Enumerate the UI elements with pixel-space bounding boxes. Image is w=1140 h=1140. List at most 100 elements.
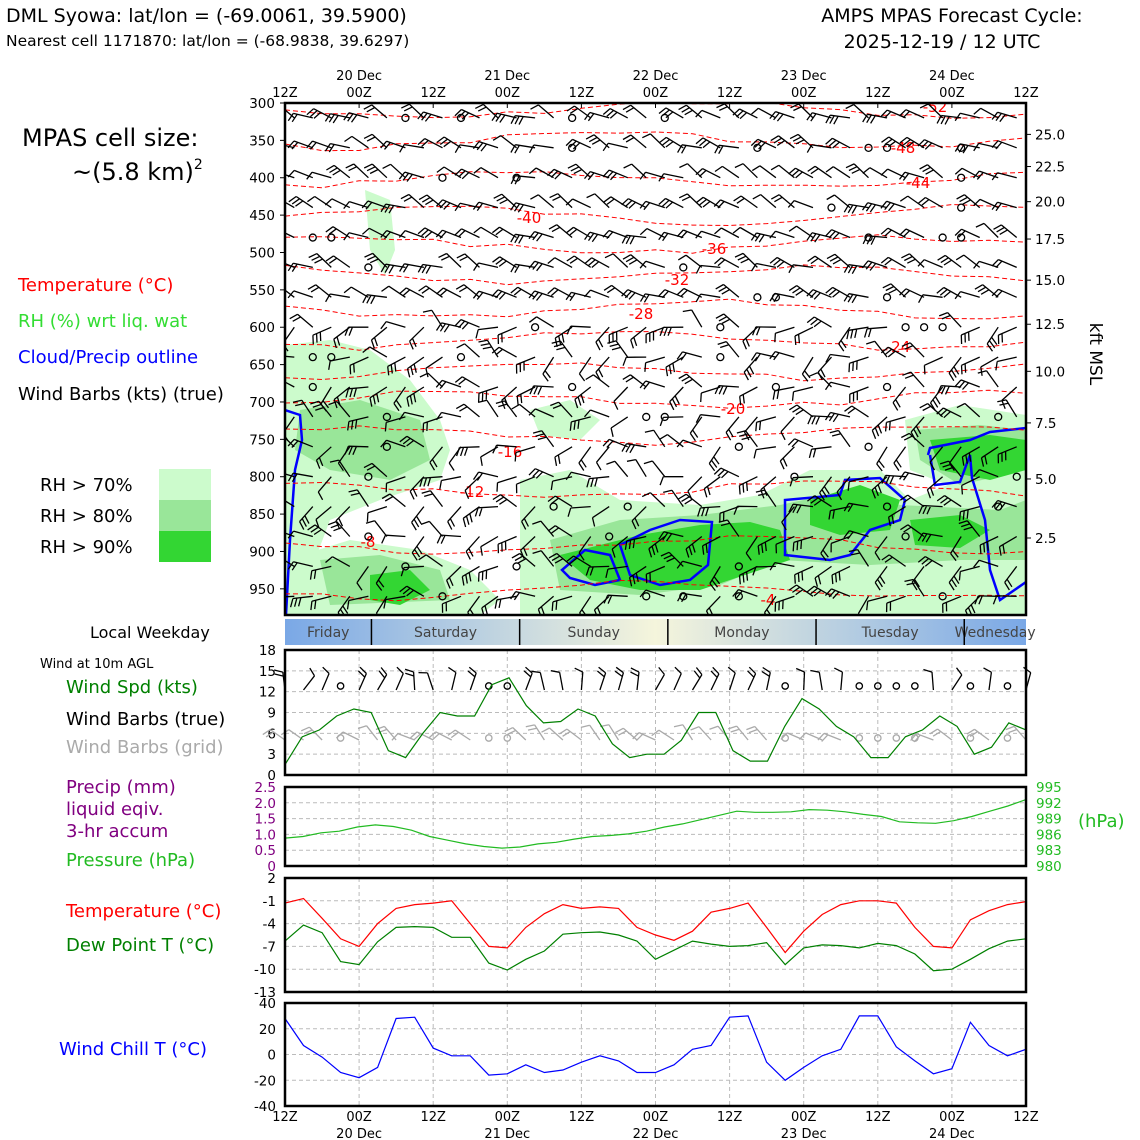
wind-barb xyxy=(621,289,647,300)
pressure-tick-label: 900 xyxy=(249,544,275,560)
wind-barb xyxy=(715,313,740,328)
panel-y-tick-label: 0 xyxy=(267,768,276,784)
wind-barb xyxy=(548,224,573,238)
wind-barb xyxy=(285,355,295,358)
wind-barb xyxy=(419,476,443,487)
wind-barb xyxy=(788,264,814,274)
wind-barb xyxy=(789,133,814,149)
wind-barb xyxy=(465,536,480,560)
wind-barb xyxy=(954,290,980,300)
upper-wind-barbs xyxy=(285,103,1021,615)
wind-barb xyxy=(781,506,795,531)
wind-barb xyxy=(343,286,369,298)
wind-barb xyxy=(892,386,907,411)
wind-barb xyxy=(492,494,517,508)
wind-barb xyxy=(381,285,406,298)
wind-barb xyxy=(417,138,443,149)
pressure-label: Pressure (hPa) xyxy=(66,850,195,871)
kft-tick-label: 2.5 xyxy=(1035,531,1056,547)
wind-barb xyxy=(745,536,758,561)
wind-barb xyxy=(954,112,980,122)
kft-axis: 25.0 22.5 20.0 17.5 15.0 12.5 10.0 7.5 5.0 2.5 xyxy=(1026,127,1065,547)
wind-barb xyxy=(659,434,684,448)
wind-barb xyxy=(639,260,666,269)
wind-barb xyxy=(287,140,314,150)
wind-barb xyxy=(574,386,592,409)
wind-barb xyxy=(566,255,592,268)
wind-barb xyxy=(954,228,980,239)
wind-barb xyxy=(492,256,517,268)
wind-barb xyxy=(831,565,851,585)
wind-barb xyxy=(948,566,962,591)
wind-barb xyxy=(937,254,962,268)
wind-barb xyxy=(306,108,332,119)
wind-barb xyxy=(876,446,888,472)
wind-barb xyxy=(400,193,425,209)
temperature-contour-line xyxy=(285,425,1026,446)
wind-barb xyxy=(918,504,943,515)
weekday-name: Tuesday xyxy=(861,625,919,641)
wind-barb xyxy=(287,112,313,123)
wind-barb xyxy=(550,476,573,491)
wind-barb xyxy=(380,263,406,274)
grid-wind-barb xyxy=(615,727,638,741)
wind-barb xyxy=(808,446,832,459)
wind-barb xyxy=(621,443,647,454)
windchill-panel: 40 20 0 -20 -40 xyxy=(254,996,1028,1115)
surface-wind-barb xyxy=(321,666,330,691)
wind-barb xyxy=(788,503,814,514)
wind-barb xyxy=(986,326,999,352)
wind-barb xyxy=(948,356,962,382)
wind-barb xyxy=(881,136,906,149)
wind-barb xyxy=(606,460,629,478)
bottom-hour-tick-label: 12Z xyxy=(272,1110,298,1125)
top-hour-tick-label: 12Z xyxy=(569,86,595,101)
kft-tick-label: 12.5 xyxy=(1035,317,1065,333)
calm-circle xyxy=(438,173,447,182)
grid-wind-barb xyxy=(559,728,582,741)
wind-barb xyxy=(491,289,517,300)
wind-barb xyxy=(824,588,851,599)
wind-barb xyxy=(406,356,425,378)
surface-wind-barb xyxy=(795,667,806,691)
panel-frame xyxy=(283,876,1028,994)
calm-circle xyxy=(308,382,317,392)
wind-barb xyxy=(595,446,610,471)
wind-barb xyxy=(709,566,721,591)
wind-barb xyxy=(750,262,777,272)
wind-barb xyxy=(936,114,962,125)
wind-barb xyxy=(936,286,962,298)
surface-wind-barb xyxy=(761,666,771,691)
wind-barb xyxy=(919,103,944,119)
grid-wind-barb xyxy=(300,726,323,741)
wind-barb xyxy=(825,114,851,125)
wind-barb xyxy=(848,548,870,567)
windchill-label: Wind Chill T (°C) xyxy=(59,1039,207,1060)
wind-barb xyxy=(825,286,851,298)
wind-barb xyxy=(497,326,517,345)
wind-barb xyxy=(997,326,1017,345)
wind-barb xyxy=(591,506,610,527)
wind-barb xyxy=(732,588,758,599)
calm-circle xyxy=(567,382,577,392)
wind-barb xyxy=(881,554,906,567)
wind-barb xyxy=(429,446,444,471)
wind-barb xyxy=(973,559,999,568)
wind-barb xyxy=(843,203,869,214)
wind-barb xyxy=(695,293,721,303)
wind-barb xyxy=(603,196,629,209)
temperature-line xyxy=(284,897,1027,954)
surface-calm-circle xyxy=(1003,682,1012,690)
wind-barb xyxy=(511,403,536,418)
wind-barb xyxy=(658,107,684,119)
wind-barb xyxy=(991,140,1017,150)
grid-wind-barb xyxy=(525,724,545,741)
wind-barb xyxy=(467,595,481,615)
dewpoint-label: Dew Point T (°C) xyxy=(66,935,214,956)
pressure-right-tick-label: 986 xyxy=(1036,827,1062,843)
panel-frame xyxy=(283,1001,1028,1108)
wind-barb xyxy=(530,104,555,119)
wind-barb xyxy=(695,414,721,424)
wind-barb xyxy=(779,446,795,470)
wind-barb xyxy=(677,254,703,268)
